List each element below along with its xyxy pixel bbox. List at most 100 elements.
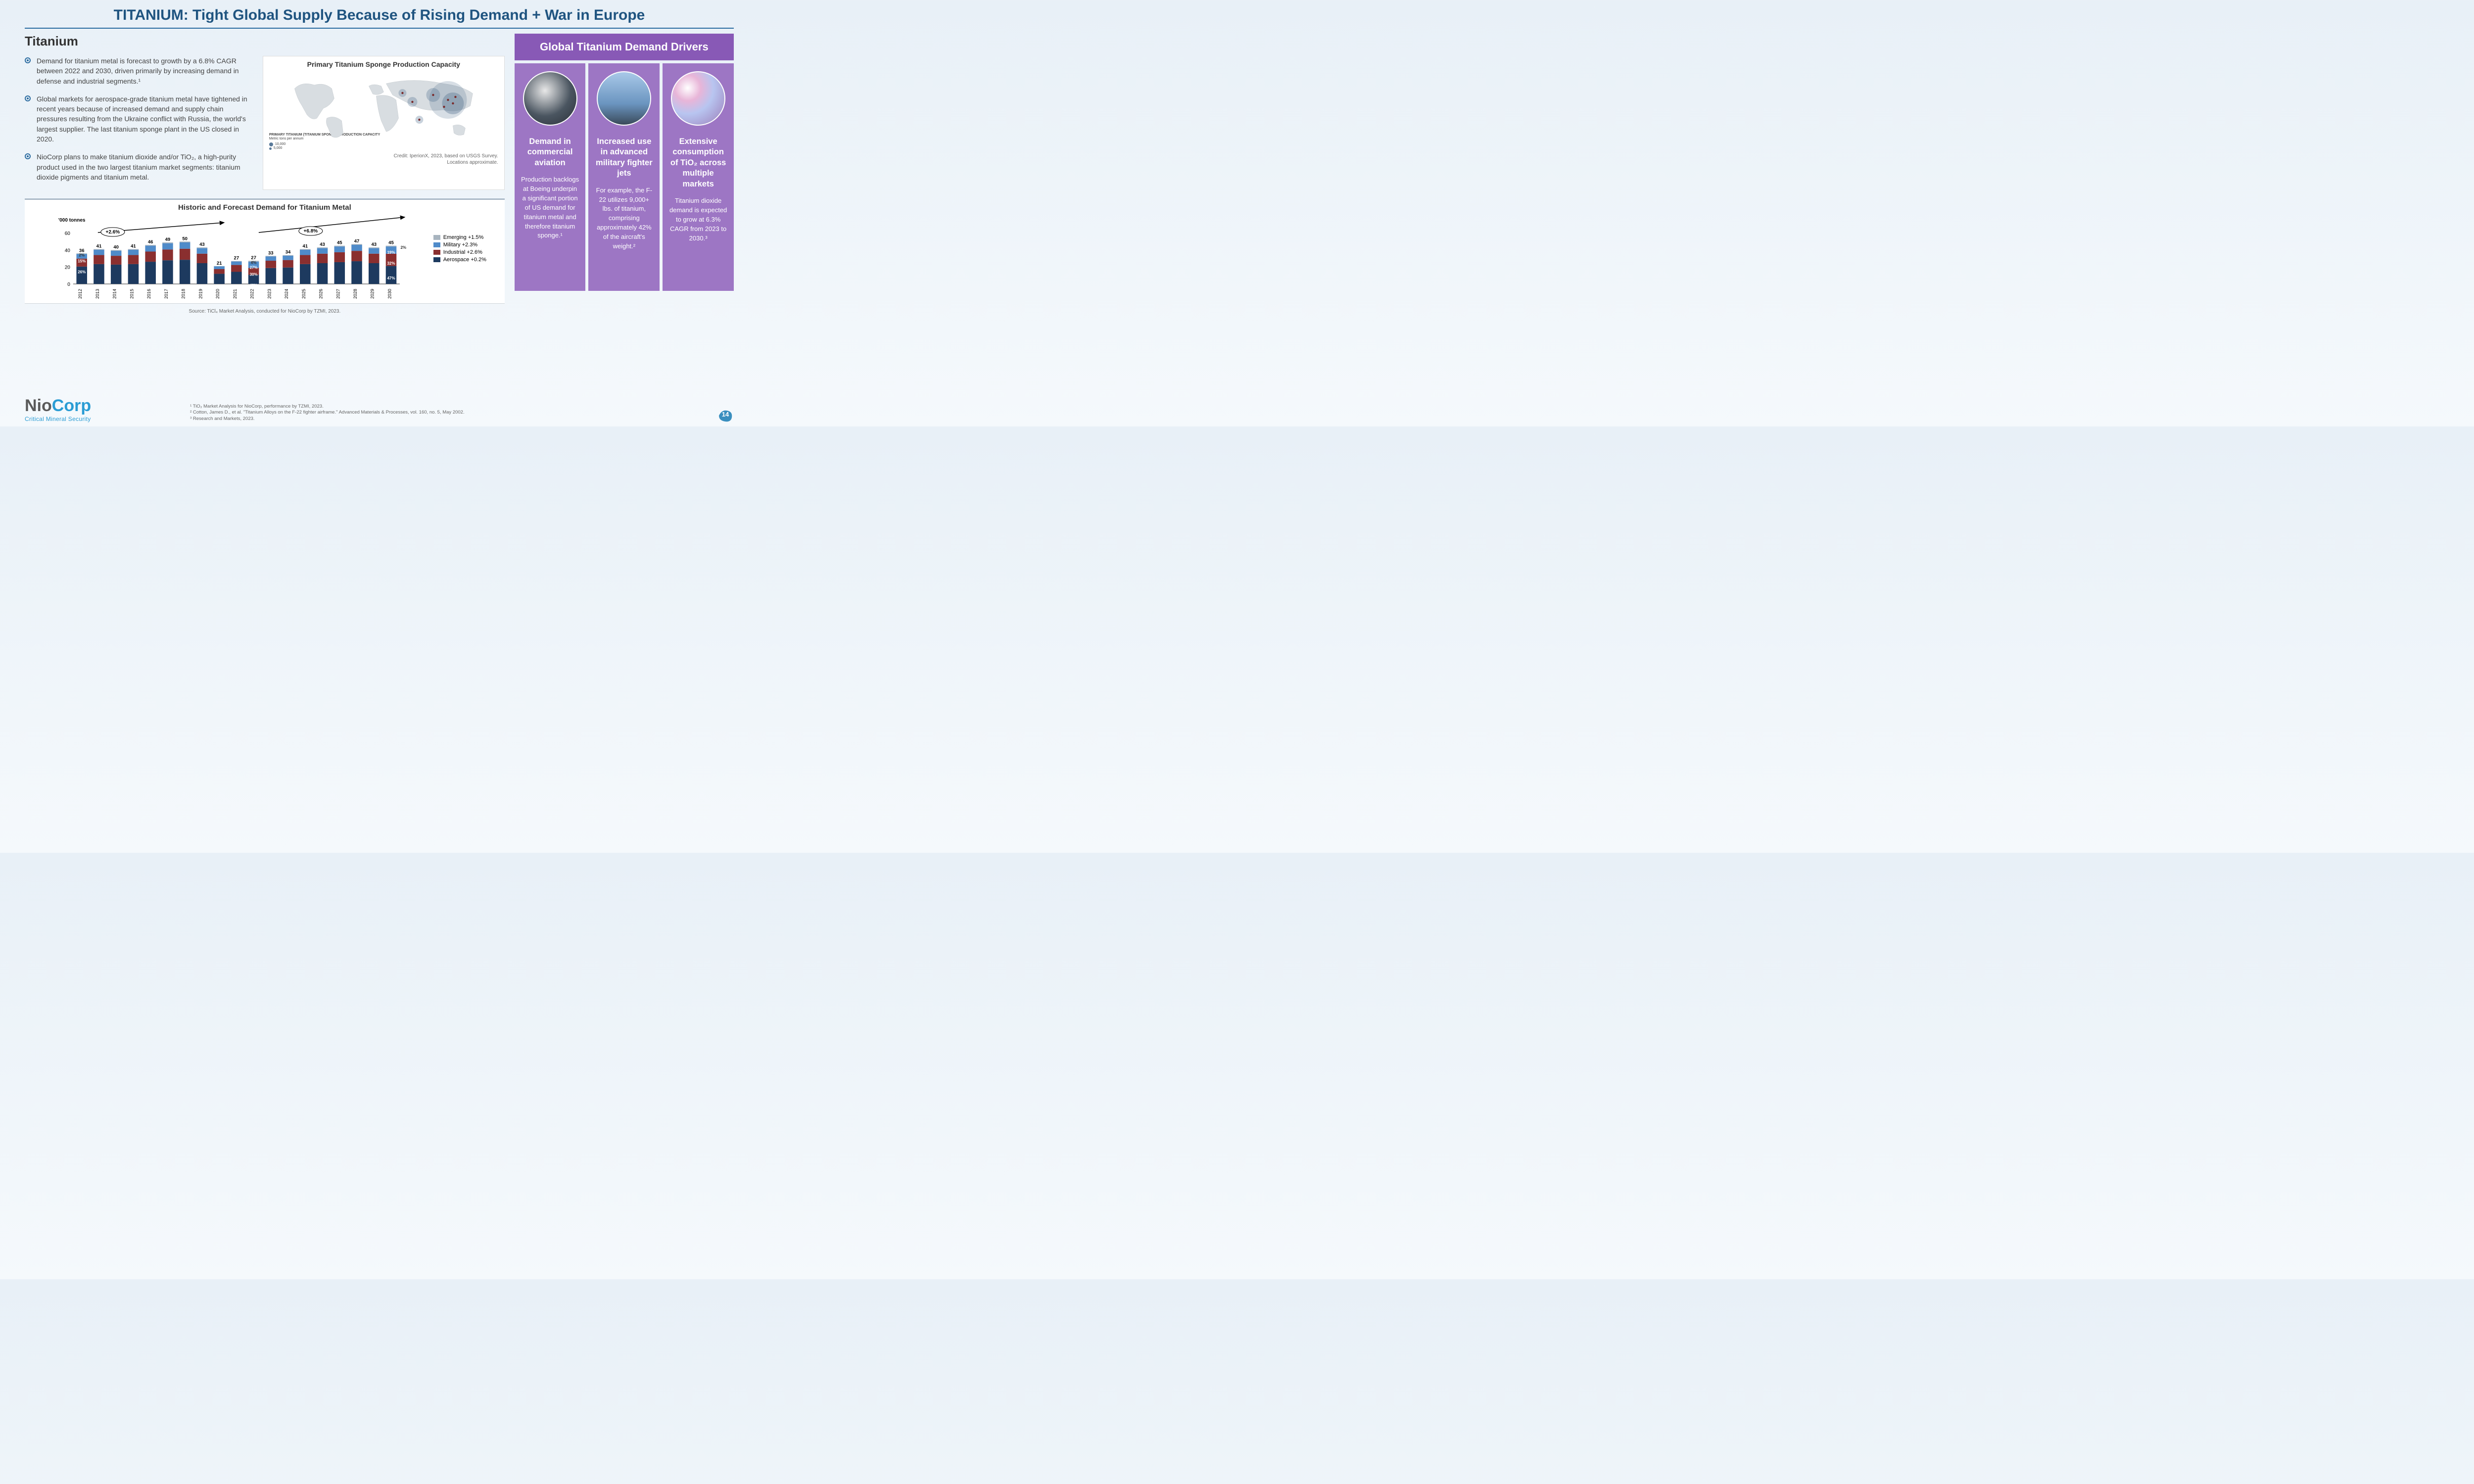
driver-image [597, 71, 651, 126]
svg-text:27%: 27% [250, 266, 258, 270]
legend-item: Emerging +1.5% [433, 234, 498, 240]
drivers-header: Global Titanium Demand Drivers [515, 34, 734, 60]
bullet-item: NioCorp plans to make titanium dioxide a… [25, 152, 254, 182]
legend-item: Aerospace +0.2% [433, 257, 498, 263]
svg-text:45: 45 [388, 240, 394, 246]
svg-text:33: 33 [268, 251, 274, 256]
svg-text:32%: 32% [387, 261, 395, 266]
svg-text:34: 34 [285, 250, 291, 255]
svg-text:+6.8%: +6.8% [304, 229, 318, 234]
svg-text:2016: 2016 [146, 289, 151, 299]
svg-text:41: 41 [131, 244, 136, 249]
svg-text:2020: 2020 [215, 289, 220, 299]
svg-text:40: 40 [65, 248, 71, 254]
svg-text:43: 43 [320, 242, 325, 247]
svg-text:43: 43 [199, 242, 205, 247]
svg-text:50: 50 [182, 236, 188, 242]
driver-cards: Demand in commercial aviation Production … [515, 63, 734, 291]
svg-text:41: 41 [96, 244, 102, 249]
svg-text:49: 49 [165, 237, 171, 242]
svg-text:40: 40 [113, 245, 119, 250]
svg-text:30%: 30% [250, 273, 258, 277]
svg-text:2029: 2029 [370, 289, 375, 299]
bullet-text: Demand for titanium metal is forecast to… [37, 56, 254, 86]
bullet-text: NioCorp plans to make titanium dioxide a… [37, 152, 254, 182]
bullet-item: Global markets for aerospace-grade titan… [25, 94, 254, 144]
svg-text:2025: 2025 [301, 289, 306, 299]
svg-text:47%: 47% [387, 276, 395, 280]
section-title: Titanium [25, 34, 505, 49]
right-column: Global Titanium Demand Drivers Demand in… [515, 34, 734, 314]
driver-body: For example, the F-22 utilizes 9,000+ lb… [594, 186, 654, 251]
svg-text:2021: 2021 [233, 289, 238, 299]
footnote-line: ¹ TiO₂ Market Analysis for NioCorp, perf… [190, 404, 717, 410]
svg-text:2024: 2024 [284, 289, 289, 299]
driver-card: Demand in commercial aviation Production … [515, 63, 586, 291]
svg-text:2019: 2019 [198, 289, 203, 299]
svg-text:2%: 2% [79, 253, 85, 258]
bar-chart: 0204060'000 tonnes3620124120134020144120… [32, 215, 433, 301]
driver-title: Extensive consumption of TiO₂ across mul… [668, 137, 728, 189]
logo-block: NioCorp Critical Mineral Security [25, 396, 91, 422]
svg-text:60: 60 [65, 231, 71, 236]
content-area: Titanium Demand for titanium metal is fo… [0, 34, 759, 314]
logo-part-1: Nio [25, 396, 52, 415]
logo-tagline: Critical Mineral Security [25, 416, 91, 422]
bullet-text: Global markets for aerospace-grade titan… [37, 94, 254, 144]
map-title: Primary Titanium Sponge Production Capac… [269, 60, 498, 68]
svg-text:2014: 2014 [112, 289, 117, 299]
footnote-line: ² Cotton, James D., et al. "Titanium All… [190, 410, 717, 416]
legend-item: Military +2.3% [433, 242, 498, 248]
svg-text:15%: 15% [78, 259, 86, 264]
svg-text:2027: 2027 [335, 289, 340, 299]
svg-text:2022: 2022 [250, 289, 255, 299]
svg-text:+2.6%: +2.6% [106, 230, 120, 235]
svg-text:'000 tonnes: '000 tonnes [58, 218, 86, 223]
svg-text:2%: 2% [400, 245, 406, 250]
svg-text:27: 27 [251, 255, 256, 261]
svg-text:21: 21 [217, 261, 222, 266]
bullet-icon [25, 95, 31, 101]
svg-text:2012: 2012 [78, 289, 83, 299]
driver-image [671, 71, 725, 126]
driver-body: Titanium dioxide demand is expected to g… [668, 196, 728, 243]
svg-text:26%: 26% [78, 270, 86, 275]
svg-text:43: 43 [371, 242, 377, 247]
logo-part-2: Corp [52, 396, 91, 415]
driver-body: Production backlogs at Boeing underpin a… [521, 175, 580, 240]
chart-legend: Emerging +1.5% Military +2.3%Industrial +… [433, 215, 498, 301]
svg-text:46: 46 [148, 239, 153, 245]
footer: NioCorp Critical Mineral Security ¹ TiO₂… [25, 396, 734, 422]
svg-text:47: 47 [354, 239, 360, 244]
driver-card: Extensive consumption of TiO₂ across mul… [663, 63, 734, 291]
svg-text:57%: 57% [78, 286, 86, 290]
page-number: 14 [717, 406, 734, 422]
svg-text:0: 0 [67, 282, 70, 287]
title-underline [25, 28, 734, 29]
left-column: Titanium Demand for titanium metal is fo… [25, 34, 505, 314]
svg-text:4%: 4% [251, 261, 257, 265]
driver-title: Increased use in advanced military fight… [594, 137, 654, 179]
svg-text:41: 41 [303, 244, 308, 249]
top-row: Demand for titanium metal is forecast to… [25, 56, 505, 190]
driver-card: Increased use in advanced military fight… [588, 63, 660, 291]
bullet-icon [25, 153, 31, 159]
svg-text:2015: 2015 [129, 289, 134, 299]
page-title: TITANIUM: Tight Global Supply Because of… [0, 0, 759, 28]
svg-text:2018: 2018 [181, 289, 186, 299]
chart-source: Source: TiCl₄ Market Analysis, conducted… [25, 309, 505, 314]
logo: NioCorp [25, 396, 91, 416]
bullet-list: Demand for titanium metal is forecast to… [25, 56, 254, 190]
svg-text:2013: 2013 [95, 289, 100, 299]
svg-text:2023: 2023 [267, 289, 272, 299]
driver-image [523, 71, 577, 126]
driver-title: Demand in commercial aviation [521, 137, 580, 168]
svg-text:45: 45 [337, 240, 342, 246]
chart-box: Historic and Forecast Demand for Titaniu… [25, 199, 505, 304]
legend-item: Industrial +2.6% [433, 249, 498, 255]
map-box: Primary Titanium Sponge Production Capac… [263, 56, 505, 190]
svg-text:40%: 40% [250, 283, 258, 288]
world-map [269, 71, 498, 143]
svg-text:27: 27 [234, 256, 239, 261]
bullet-icon [25, 57, 31, 63]
